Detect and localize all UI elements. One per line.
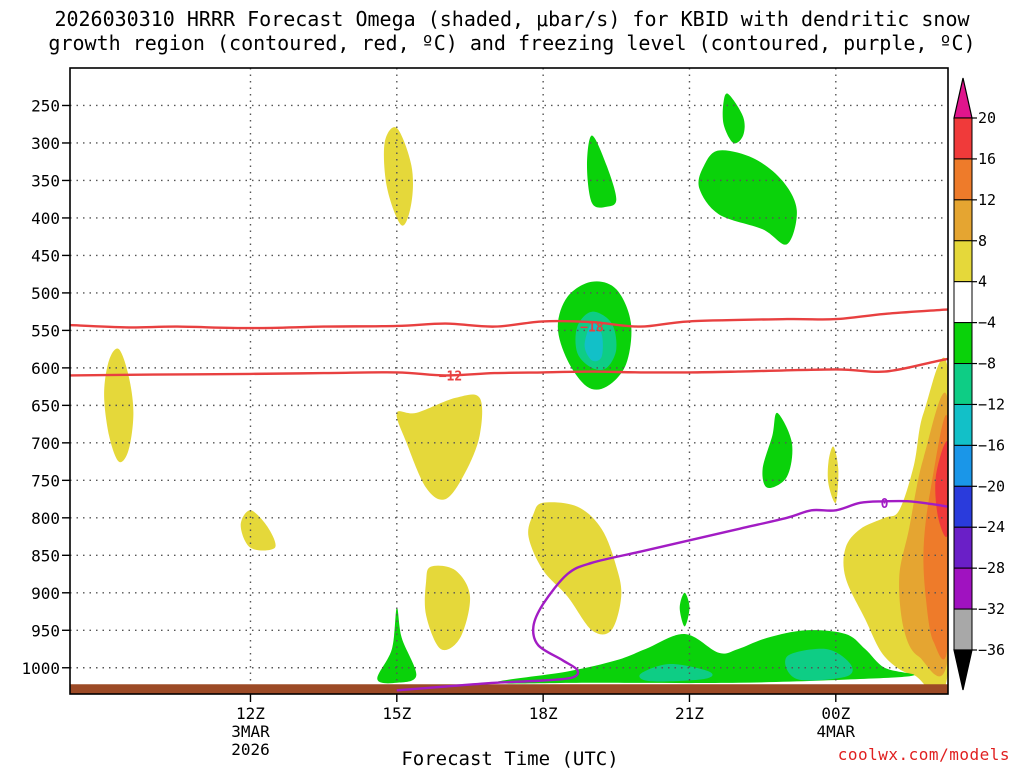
x-tick-year-12Z: 2026 [231, 740, 270, 759]
y-tick-label-900: 900 [31, 584, 60, 603]
omega-region-13 [698, 150, 797, 245]
colorbar-bin-10 [953, 526, 973, 569]
freezing-level-line [396, 499, 948, 692]
omega-region-2 [383, 127, 413, 226]
x-tick-sublabel-00Z: 4MAR [817, 722, 856, 741]
omega-region-6 [827, 446, 839, 504]
y-tick-label-350: 350 [31, 171, 60, 190]
x-axis-title: Forecast Time (UTC) [401, 748, 618, 768]
colorbar-bin-6 [953, 363, 973, 405]
y-tick-label-400: 400 [31, 209, 60, 228]
grid-layer [70, 68, 948, 694]
omega-region-11 [722, 93, 745, 144]
y-tick-label-750: 750 [31, 471, 60, 490]
colorbar-label-4: 4 [978, 273, 987, 291]
colorbar-label-12: −32 [978, 600, 1005, 618]
colorbar-bin-11 [953, 567, 973, 610]
chart-title-line-2: growth region (contoured, red, ºC) and f… [48, 31, 976, 55]
colorbar-label-8: −16 [978, 436, 1005, 454]
y-tick-label-1000: 1000 [21, 659, 60, 678]
omega-shading-layer [104, 93, 948, 694]
colorbar-label-2: 12 [978, 191, 996, 209]
colorbar-bottom-arrow [953, 649, 973, 691]
omega-region-12 [587, 135, 617, 208]
colorbar-label-6: −8 [978, 355, 996, 373]
dgz-contour-line-1 [70, 357, 948, 377]
omega-region-0 [104, 348, 134, 463]
x-tick-label-18Z: 18Z [529, 704, 558, 723]
omega-region-1 [240, 510, 276, 551]
ground-strip [70, 684, 948, 694]
y-tick-label-850: 850 [31, 546, 60, 565]
colorbar-label-0: 20 [978, 109, 996, 127]
y-tick-label-300: 300 [31, 134, 60, 153]
dgz-contour-label-0: −18 [580, 321, 604, 336]
dgz-contour-line-0 [70, 308, 948, 330]
omega-region-17 [377, 607, 417, 684]
colorbar-bin-5 [953, 322, 973, 365]
credit-text: coolwx.com/models [838, 745, 1010, 764]
y-tick-label-500: 500 [31, 284, 60, 303]
chart-title: 2026030310 HRRR Forecast Omega (shaded, … [0, 7, 1024, 55]
omega-region-22 [584, 322, 603, 362]
colorbar-bin-12 [953, 608, 973, 651]
freezing-level-label: 0 [881, 497, 889, 512]
omega-region-16 [679, 592, 690, 627]
omega-region-4 [424, 565, 471, 651]
contour-layer: −18 −12 0 [70, 308, 948, 692]
colorbar: 20 16 12 8 4 −4 −8 −12 −16 −20 −24 −28 −32 −36 [953, 77, 1005, 691]
omega-region-3 [396, 394, 483, 500]
colorbar-bin-2 [953, 199, 973, 242]
y-tick-label-800: 800 [31, 509, 60, 528]
y-tick-label-950: 950 [31, 621, 60, 640]
x-tick-label-12Z: 12Z [236, 704, 265, 723]
omega-region-15 [762, 412, 793, 489]
colorbar-label-5: −4 [978, 314, 996, 332]
x-tick-label-21Z: 21Z [675, 704, 704, 723]
colorbar-label-1: 16 [978, 150, 996, 168]
colorbar-bin-8 [953, 444, 973, 487]
colorbar-label-10: −24 [978, 518, 1005, 536]
colorbar-label-11: −28 [978, 559, 1005, 577]
colorbar-bin-4 [953, 281, 973, 324]
colorbar-bin-1 [953, 158, 973, 201]
chart-title-line-1: 2026030310 HRRR Forecast Omega (shaded, … [54, 7, 970, 31]
x-tick-label-00Z: 00Z [821, 704, 850, 723]
colorbar-label-3: 8 [978, 232, 987, 250]
y-tick-label-650: 650 [31, 396, 60, 415]
colorbar-bin-9 [953, 485, 973, 528]
y-tick-label-600: 600 [31, 359, 60, 378]
y-tick-label-550: 550 [31, 321, 60, 340]
omega-region-10 [935, 441, 948, 538]
y-tick-label-250: 250 [31, 96, 60, 115]
axes-layer: 250 300 350 400 450 500 550 600 650 700 750 800 850 9… [21, 67, 949, 759]
y-tick-label-450: 450 [31, 246, 60, 265]
colorbar-top-arrow [953, 77, 973, 119]
x-tick-sublabel-12Z: 3MAR [231, 722, 270, 741]
colorbar-label-9: −20 [978, 477, 1005, 495]
colorbar-bin-3 [953, 240, 973, 283]
plot-frame [69, 67, 949, 695]
colorbar-bin-7 [953, 403, 973, 446]
colorbar-label-13: −36 [978, 641, 1005, 659]
ground-layer [70, 684, 948, 694]
dgz-contour-label-1: −12 [439, 369, 462, 384]
y-tick-label-700: 700 [31, 434, 60, 453]
x-tick-label-15Z: 15Z [382, 704, 411, 723]
colorbar-label-7: −12 [978, 395, 1005, 413]
colorbar-bin-0 [953, 117, 973, 160]
